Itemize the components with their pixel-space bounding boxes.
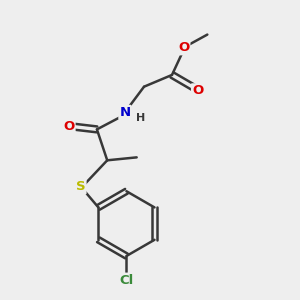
Text: N: N	[119, 106, 130, 119]
Text: S: S	[76, 180, 86, 193]
Text: O: O	[192, 84, 203, 97]
Text: Cl: Cl	[119, 274, 134, 286]
Text: H: H	[136, 112, 145, 123]
Text: O: O	[178, 41, 189, 54]
Text: O: O	[63, 120, 75, 133]
